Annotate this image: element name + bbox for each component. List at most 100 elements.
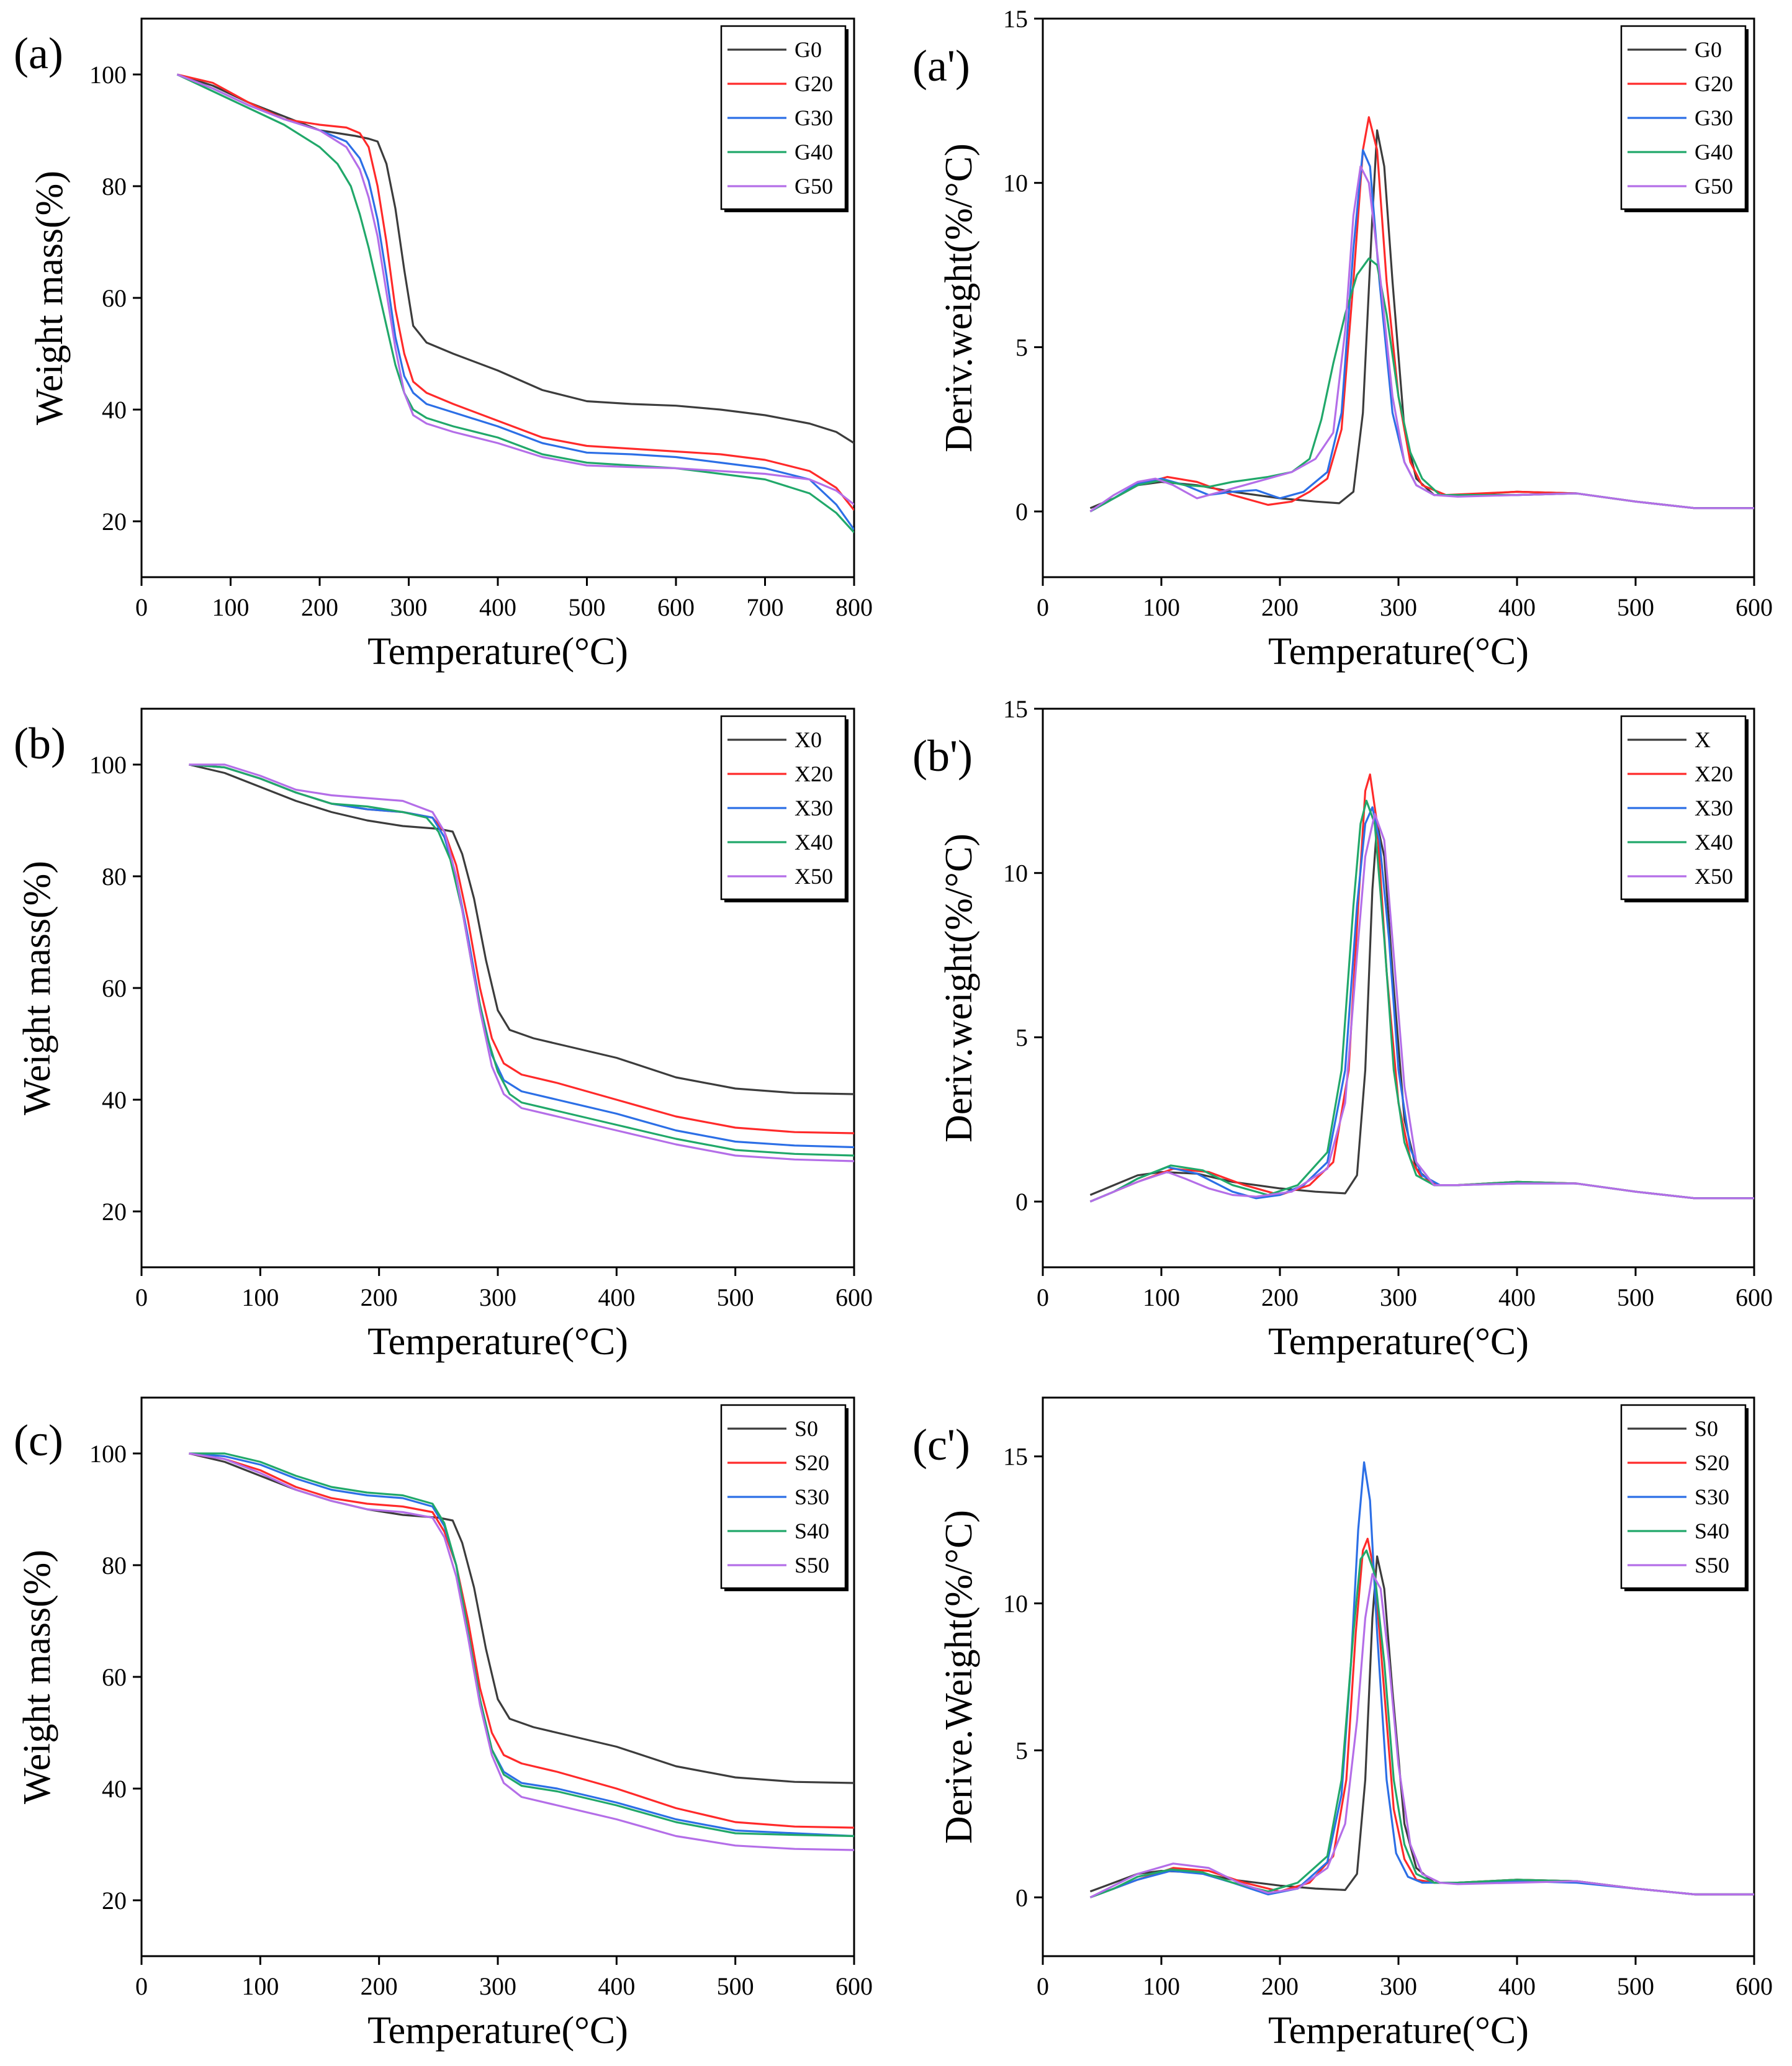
x-axis-title: Temperature(°C) — [367, 631, 628, 673]
x-tick-label: 600 — [1736, 1283, 1773, 1311]
legend: G0 G20 G30 G40 G50 — [1620, 25, 1749, 212]
x-tick-label: 500 — [569, 593, 606, 621]
y-tick-label: 40 — [102, 396, 127, 424]
chart-panel-c_prime: (c') 0 100 200 300 400 500 600 0 5 10 15 Temperature… — [912, 1396, 1773, 2052]
legend-entry: S0 — [1695, 1416, 1718, 1441]
y-axis-title: Weight mass(%) — [16, 861, 58, 1115]
y-tick-label: 40 — [102, 1086, 127, 1114]
x-tick-label: 100 — [1143, 1283, 1180, 1311]
legend-entry: S50 — [1695, 1553, 1729, 1578]
y-tick-label: 100 — [89, 61, 127, 89]
y-tick-label: 5 — [1015, 333, 1028, 361]
series-line-G40 — [176, 73, 854, 534]
legend: S0 S20 S30 S40 S50 — [720, 1404, 849, 1591]
legend-entry: S20 — [795, 1450, 829, 1475]
y-axis-title: Deriv.weight(%/°C) — [938, 833, 980, 1143]
series-line-S20 — [189, 1452, 854, 1829]
series-line-G50 — [1089, 165, 1754, 513]
y-tick-label: 5 — [1015, 1736, 1028, 1764]
series-line-X40 — [1089, 799, 1754, 1203]
x-axis-title: Temperature(°C) — [367, 1321, 628, 1363]
series-group — [189, 1452, 854, 1851]
legend-entry: S30 — [1695, 1484, 1729, 1509]
series-group — [176, 73, 854, 534]
legend-entry: S40 — [1695, 1519, 1729, 1543]
y-tick-label: 20 — [102, 508, 127, 536]
x-tick-label: 0 — [1037, 1972, 1049, 2000]
x-tick-label: 200 — [1261, 1972, 1299, 2000]
x-tick-label: 800 — [835, 593, 873, 621]
x-tick-label: 100 — [241, 1972, 279, 2000]
y-axis-title: Weight mass(%) — [29, 171, 71, 425]
x-tick-label: 300 — [479, 1283, 516, 1311]
legend-entry: S0 — [795, 1416, 818, 1441]
x-tick-label: 500 — [717, 1972, 754, 2000]
legend-entry: G20 — [1695, 71, 1733, 96]
x-tick-label: 500 — [1617, 1972, 1654, 2000]
legend-entry: G30 — [1695, 106, 1733, 130]
y-tick-label: 20 — [102, 1887, 127, 1915]
legend-entry: G0 — [1695, 37, 1722, 62]
legend-entry: S40 — [795, 1519, 829, 1543]
y-tick-label: 40 — [102, 1775, 127, 1803]
series-line-S40 — [1089, 1549, 1754, 1898]
y-axis-title: Derive.Weight(%/°C) — [938, 1510, 980, 1844]
x-tick-label: 400 — [1498, 593, 1536, 621]
legend: G0 G20 G30 G40 G50 — [720, 25, 849, 212]
legend-entry: S30 — [795, 1484, 829, 1509]
series-line-X0 — [189, 763, 854, 1095]
legend-entry: X20 — [1695, 761, 1733, 786]
y-tick-label: 100 — [89, 1440, 127, 1468]
panel-label: (b') — [912, 731, 973, 781]
series-group — [1089, 1461, 1754, 1898]
x-tick-label: 400 — [1498, 1972, 1536, 2000]
series-group — [189, 763, 854, 1162]
series-line-G50 — [176, 73, 854, 506]
x-tick-label: 300 — [1380, 593, 1417, 621]
x-tick-label: 200 — [361, 1283, 398, 1311]
series-line-S50 — [189, 1452, 854, 1851]
y-tick-label: 0 — [1015, 498, 1028, 526]
chart-panel-b: (b) 0 100 200 300 400 500 600 20 40 60 80 100 Tempera… — [14, 707, 873, 1363]
x-tick-label: 600 — [657, 593, 695, 621]
chart-panel-a_prime: (a') 0 100 200 300 400 500 600 0 5 10 15 Temperature… — [912, 5, 1773, 673]
series-line-S40 — [189, 1452, 854, 1838]
legend-entry: S20 — [1695, 1450, 1729, 1475]
legend-entry: X — [1695, 727, 1711, 752]
legend-entry: G40 — [795, 140, 833, 164]
panel-label: (c) — [14, 1416, 63, 1465]
legend-entry: G40 — [1695, 140, 1733, 164]
legend-entry: G0 — [795, 37, 822, 62]
x-axis-title: Temperature(°C) — [1268, 2010, 1529, 2052]
legend: S0 S20 S30 S40 S50 — [1620, 1404, 1749, 1591]
panel-label: (a') — [912, 41, 970, 91]
x-tick-label: 100 — [212, 593, 250, 621]
y-tick-label: 10 — [1003, 860, 1028, 887]
y-tick-label: 0 — [1015, 1884, 1028, 1911]
x-tick-label: 600 — [1736, 1972, 1773, 2000]
x-tick-label: 200 — [361, 1972, 398, 2000]
legend-entry: X0 — [795, 727, 822, 752]
y-axis-title: Weight mass(%) — [16, 1550, 58, 1804]
legend-entry: G50 — [795, 174, 833, 199]
y-tick-label: 20 — [102, 1198, 127, 1226]
legend: X0 X20 X30 X40 X50 — [720, 715, 849, 902]
x-tick-label: 100 — [1143, 593, 1180, 621]
x-tick-label: 100 — [1143, 1972, 1180, 2000]
x-tick-label: 300 — [1380, 1283, 1417, 1311]
legend-entry: X20 — [795, 761, 833, 786]
x-tick-label: 400 — [598, 1972, 635, 2000]
x-tick-label: 600 — [835, 1972, 873, 2000]
x-tick-label: 700 — [747, 593, 784, 621]
x-tick-label: 200 — [1261, 593, 1299, 621]
panel-label: (b) — [14, 719, 66, 768]
x-tick-label: 0 — [1037, 593, 1049, 621]
chart-panel-c: (c) 0 100 200 300 400 500 600 20 40 60 80 100 Tempera… — [14, 1396, 873, 2052]
panel-label: (a) — [14, 29, 63, 78]
legend-entry: X40 — [795, 830, 833, 855]
legend-entry: S50 — [795, 1553, 829, 1578]
legend-entry: G20 — [795, 71, 833, 96]
x-tick-label: 0 — [1037, 1283, 1049, 1311]
series-line-G20 — [177, 73, 854, 511]
